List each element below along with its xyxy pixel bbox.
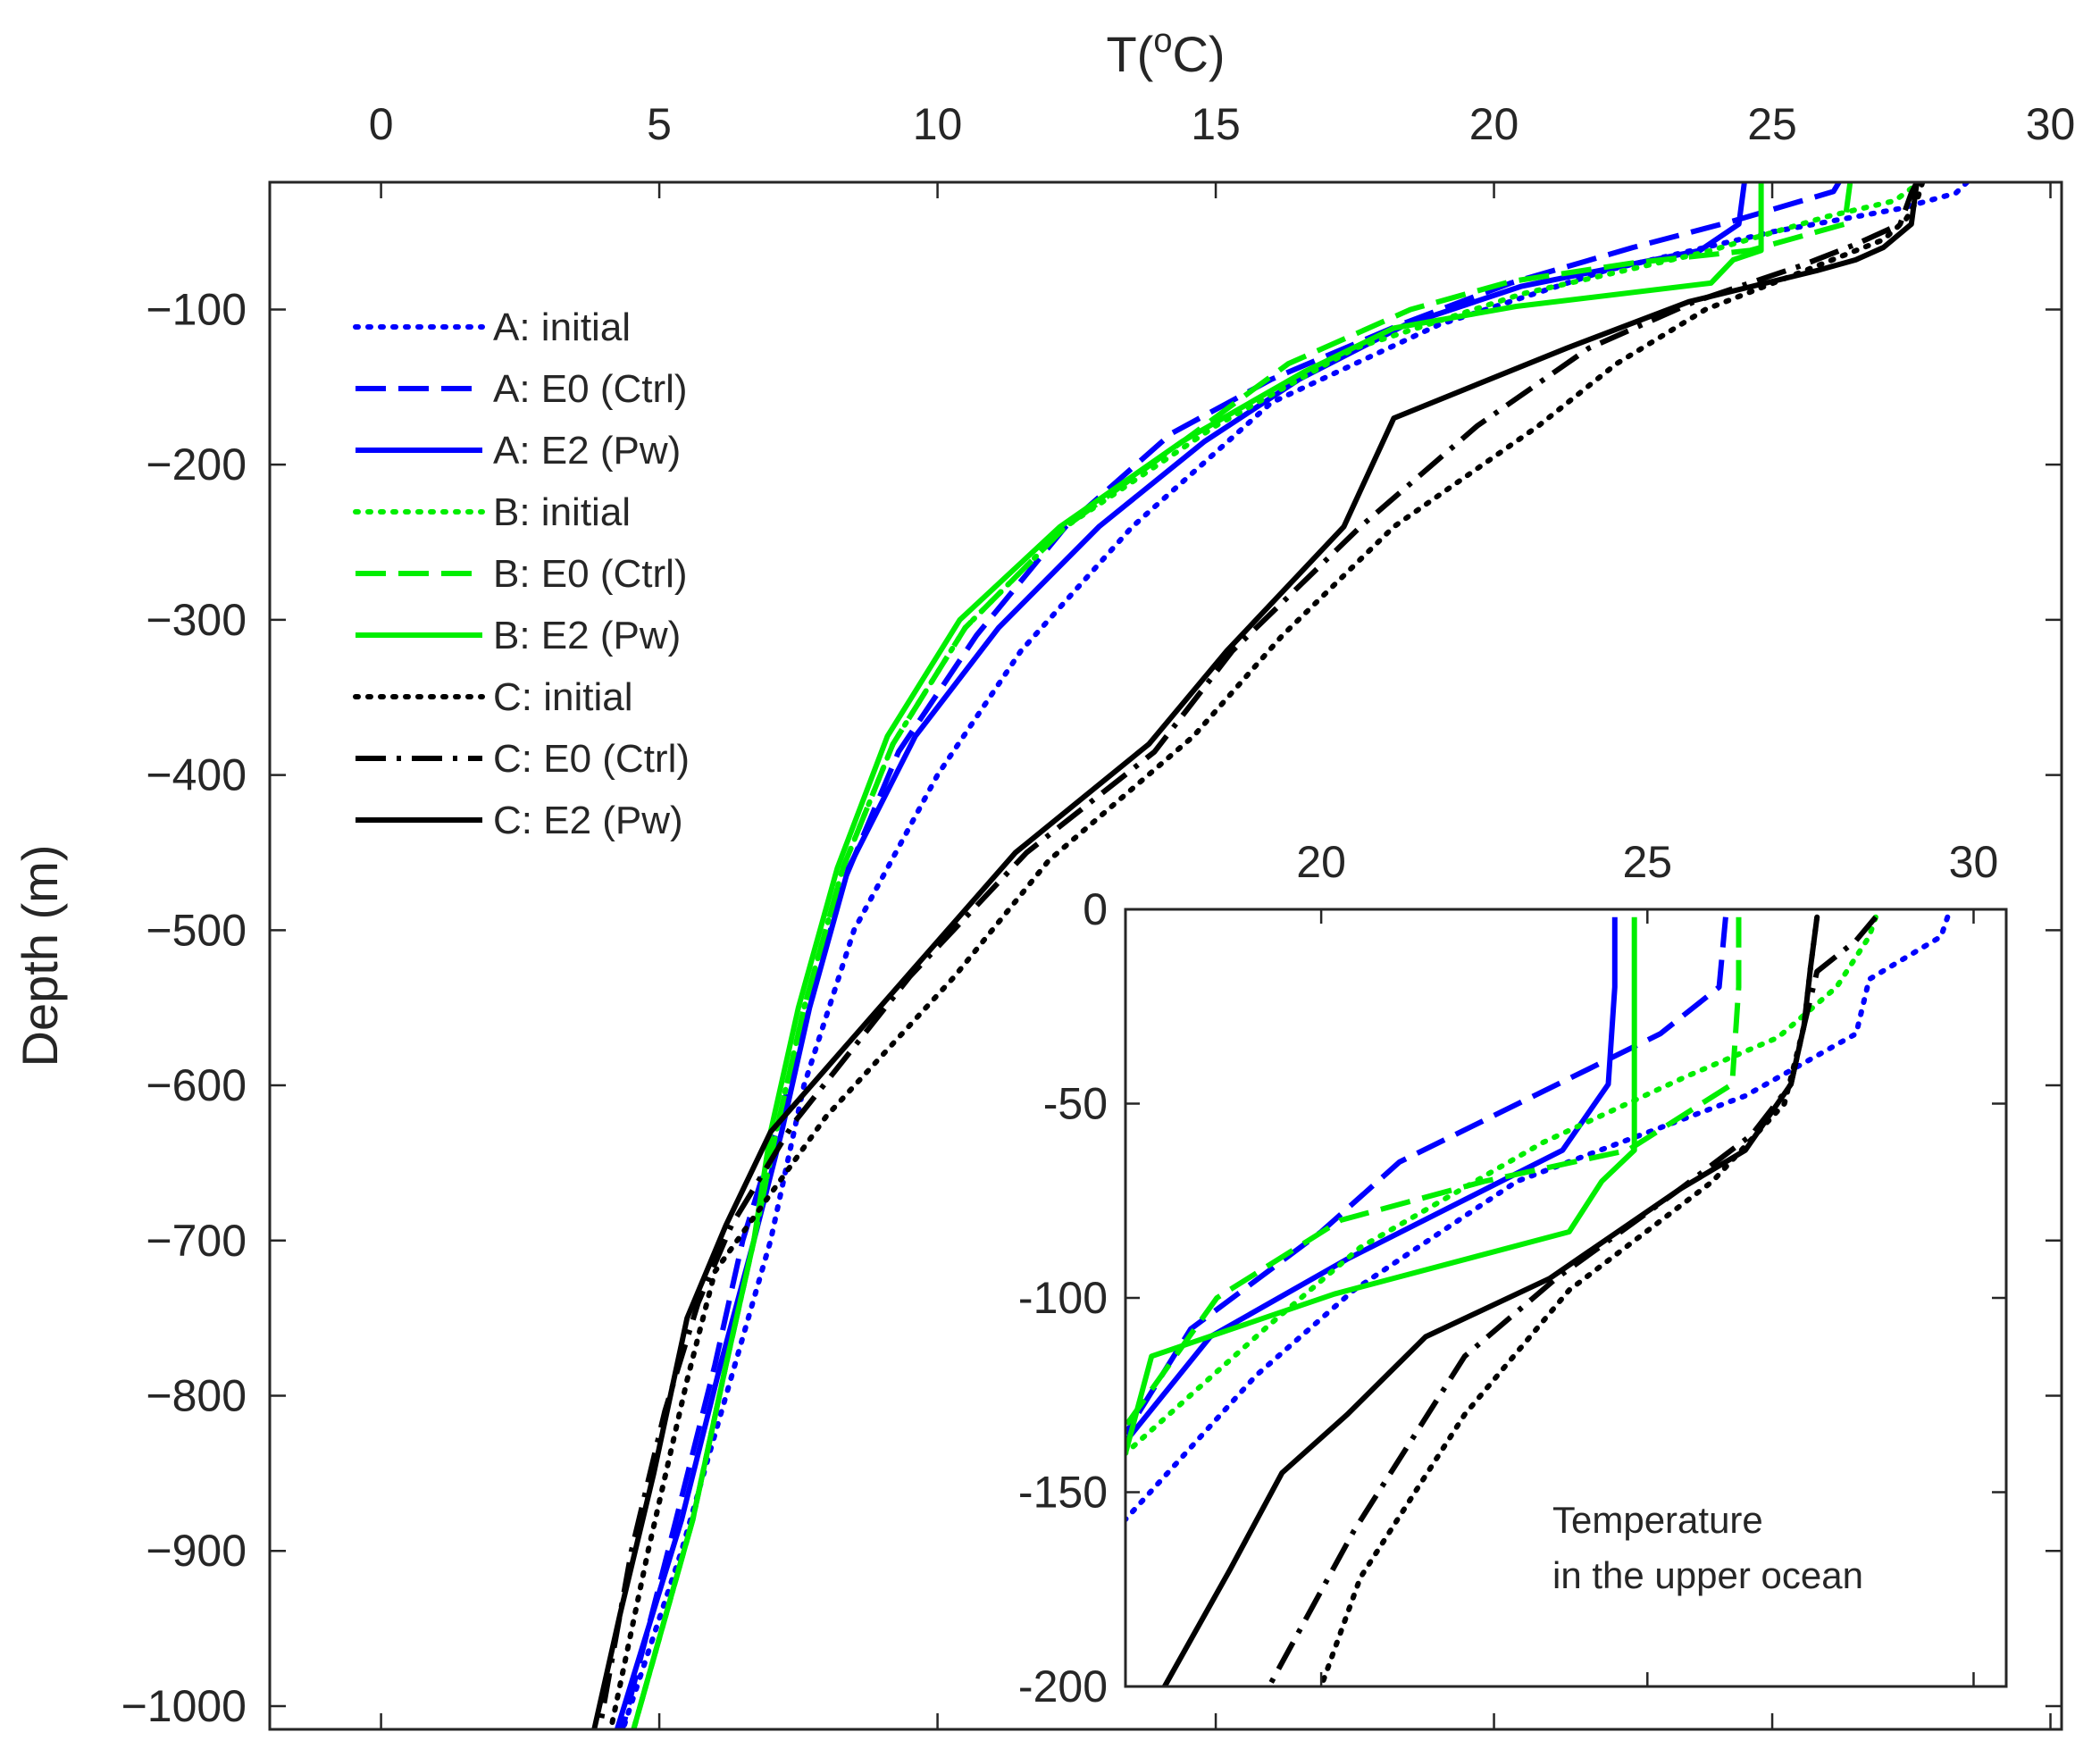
inset-series-c-e0-ctrl [1267,915,1878,1686]
inset-x-tick-label: 25 [1622,837,1672,887]
legend-label-a-e0-ctrl: A: E0 (Ctrl) [493,367,688,411]
inset-y-tick-label: -200 [1018,1661,1108,1711]
inset-series-a-initial [1125,914,1951,1522]
inset-y-tick-label: -150 [1018,1468,1108,1518]
series-a-initial [620,182,1970,1729]
y-tick-label: −700 [146,1216,247,1266]
legend-label-b-e0-ctrl: B: E0 (Ctrl) [493,552,688,596]
series-b-e0-ctrl [631,182,1853,1729]
legend-label-a-e2-pw: A: E2 (Pw) [493,429,681,473]
y-tick-label: −1000 [121,1681,247,1731]
y-tick-label: −300 [146,595,247,645]
inset-y-tick-label: -50 [1043,1079,1108,1129]
inset-annotation-line-1: Temperature [1552,1499,1763,1541]
x-tick-label: 5 [647,99,672,149]
x-tick-label: 20 [1469,99,1519,149]
x-tick-label: 0 [369,99,394,149]
inset-series-a-e0-ctrl [1125,916,1728,1435]
series-c-e0-ctrl [597,182,1920,1729]
legend: A: initial A: E0 (Ctrl) A: E2 (Pw) B: initi… [353,305,690,842]
x-tick-label: 10 [913,99,963,149]
y-tick-label: −600 [146,1060,247,1110]
series-b-e2-pw [631,182,1764,1729]
x-tick-label: 15 [1191,99,1241,149]
legend-label-b-initial: B: initial [493,490,631,534]
legend-label-c-e0-ctrl: C: E0 (Ctrl) [493,737,690,781]
inset-plot: 20 25 30 0 -50 -100 -150 -200 Temperature in t… [1018,837,2008,1711]
legend-label-a-initial: A: initial [493,305,631,349]
inset-y-tick-label: 0 [1083,884,1108,934]
y-tick-label: −100 [146,284,247,334]
y-axis-title: Depth (m) [12,845,68,1067]
x-tick-label: 25 [1747,99,1797,149]
inset-y-tick-label: -100 [1018,1273,1108,1323]
y-tick-label: −200 [146,439,247,490]
y-tick-label: −500 [146,905,247,955]
inset-x-tick-label: 30 [1949,837,1999,887]
x-tick-label: 30 [2026,99,2076,149]
inset-series-c-e2-pw [1162,916,1820,1686]
inset-series-b-initial [1125,914,1878,1456]
series-c-initial [607,182,1926,1729]
y-tick-label: −900 [146,1526,247,1576]
series-a-e0-ctrl [619,182,1842,1729]
legend-label-b-e2-pw: B: E2 (Pw) [493,614,681,657]
inset-x-tick-label: 20 [1296,837,1346,887]
series-c-e2-pw [591,182,1920,1729]
inset-series-b-e2-pw [1125,916,1637,1454]
y-tick-label: −800 [146,1370,247,1420]
inset-series-b-e0-ctrl [1125,916,1742,1428]
main-plot: 0 5 10 15 20 25 30 −100 −200 −300 −400 −500 −600 −70… [12,22,2076,1731]
legend-label-c-e2-pw: C: E2 (Pw) [493,799,683,842]
y-tick-label: −400 [146,750,247,800]
inset-series-c-initial [1318,914,1820,1686]
inset-annotation-line-2: in the upper ocean [1552,1554,1863,1596]
x-axis-title: T(oC) [1106,22,1225,82]
main-plot-box [268,180,2063,1731]
legend-label-c-initial: C: initial [493,675,633,719]
